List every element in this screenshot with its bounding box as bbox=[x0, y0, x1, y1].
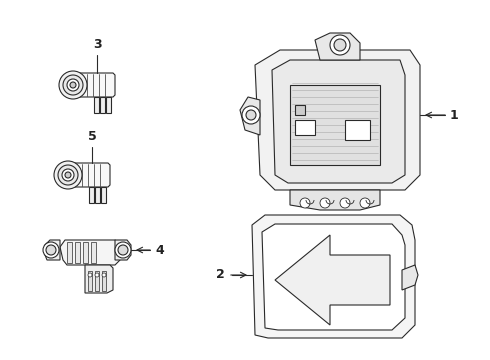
Circle shape bbox=[95, 273, 99, 277]
Polygon shape bbox=[255, 50, 420, 190]
Bar bbox=[89, 187, 94, 203]
Text: 3: 3 bbox=[93, 38, 101, 51]
Polygon shape bbox=[290, 190, 380, 210]
Bar bbox=[102, 271, 106, 291]
Polygon shape bbox=[240, 97, 260, 135]
Polygon shape bbox=[262, 224, 405, 330]
Polygon shape bbox=[402, 265, 418, 290]
Bar bbox=[100, 97, 105, 113]
Circle shape bbox=[360, 198, 370, 208]
Circle shape bbox=[59, 71, 87, 99]
Text: 5: 5 bbox=[88, 130, 97, 143]
Polygon shape bbox=[272, 60, 405, 183]
Polygon shape bbox=[45, 240, 60, 260]
Circle shape bbox=[88, 273, 92, 277]
Polygon shape bbox=[60, 240, 120, 265]
Circle shape bbox=[320, 198, 330, 208]
Circle shape bbox=[334, 39, 346, 51]
Bar bbox=[101, 187, 106, 203]
Bar bbox=[345, 120, 370, 140]
Text: 4: 4 bbox=[155, 243, 164, 256]
Polygon shape bbox=[75, 163, 110, 187]
Circle shape bbox=[63, 75, 83, 95]
Polygon shape bbox=[75, 242, 80, 263]
Circle shape bbox=[70, 82, 76, 88]
Polygon shape bbox=[315, 33, 360, 60]
Circle shape bbox=[115, 242, 131, 258]
Circle shape bbox=[65, 172, 71, 178]
Circle shape bbox=[300, 198, 310, 208]
Circle shape bbox=[246, 110, 256, 120]
Circle shape bbox=[54, 161, 82, 189]
Bar bbox=[95, 271, 99, 291]
Bar bbox=[295, 105, 305, 115]
Bar bbox=[295, 120, 315, 135]
Polygon shape bbox=[67, 242, 72, 263]
Polygon shape bbox=[83, 242, 88, 263]
Polygon shape bbox=[115, 240, 131, 260]
Circle shape bbox=[46, 245, 56, 255]
Polygon shape bbox=[91, 242, 96, 263]
Bar bbox=[95, 187, 100, 203]
Polygon shape bbox=[252, 215, 415, 338]
Circle shape bbox=[118, 245, 128, 255]
Circle shape bbox=[43, 242, 59, 258]
Text: 2: 2 bbox=[216, 269, 225, 282]
Circle shape bbox=[67, 79, 79, 91]
Bar bbox=[94, 97, 99, 113]
Circle shape bbox=[340, 198, 350, 208]
Circle shape bbox=[62, 169, 74, 181]
Polygon shape bbox=[80, 73, 115, 97]
Polygon shape bbox=[290, 85, 380, 165]
Text: 1: 1 bbox=[450, 108, 459, 122]
Circle shape bbox=[58, 165, 78, 185]
Circle shape bbox=[102, 273, 106, 277]
Circle shape bbox=[330, 35, 350, 55]
Bar bbox=[106, 97, 111, 113]
Polygon shape bbox=[85, 265, 113, 293]
Circle shape bbox=[242, 106, 260, 124]
Bar bbox=[88, 271, 92, 291]
Polygon shape bbox=[275, 235, 390, 325]
